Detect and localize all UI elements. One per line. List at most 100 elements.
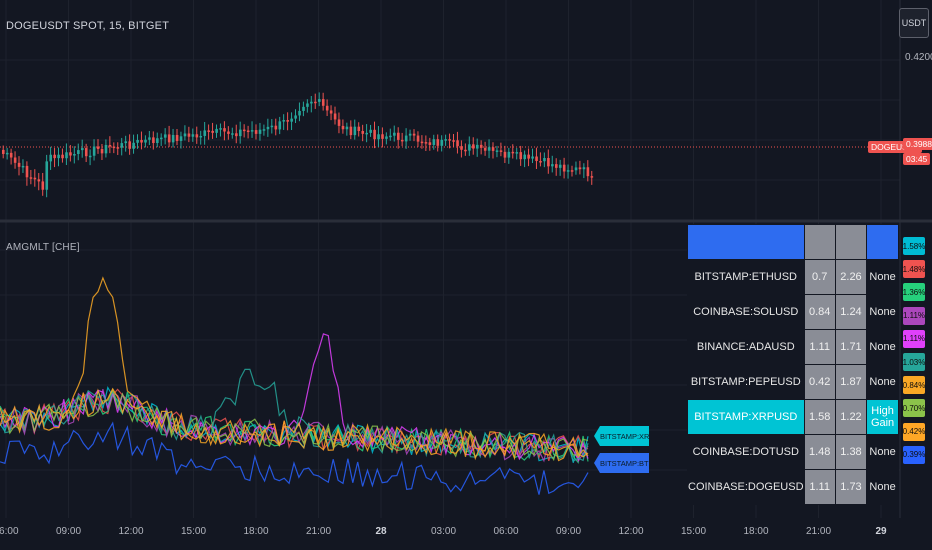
candle-body — [223, 128, 226, 132]
screener-table: BITSTAMP:ETHUSD 0.7 2.26 None COINBASE:S… — [687, 224, 899, 505]
candle-body — [349, 126, 353, 136]
candle-body — [112, 146, 116, 149]
candle-body — [444, 139, 447, 141]
candle-body — [219, 128, 222, 130]
value2-cell: 2.26 — [834, 259, 868, 295]
currency-unit-button[interactable]: USDT — [899, 8, 929, 38]
indicator-series-line — [0, 387, 589, 462]
candle-body — [562, 164, 566, 172]
candle-body — [341, 125, 345, 130]
table-row: BITSTAMP:PEPEUSD 0.42 1.87 None — [687, 364, 899, 400]
candle-body — [539, 161, 542, 163]
candle-body — [175, 134, 179, 141]
value1-cell: 0.42 — [803, 364, 836, 400]
candle-body — [318, 99, 321, 102]
chart-symbol-header: DOGEUSDT SPOT, 15, BITGET — [6, 20, 170, 32]
candle-body — [274, 125, 278, 130]
candle-body — [132, 142, 135, 149]
candle-body — [242, 129, 246, 132]
percent-label: 1.03% — [903, 353, 925, 371]
candle-body — [314, 101, 317, 104]
candle-body — [424, 142, 428, 144]
value1-cell: 0.84 — [803, 294, 836, 330]
candle-body — [428, 142, 432, 145]
time-axis-label: 09:00 — [555, 526, 582, 537]
symbol-cell: COINBASE:DOGEUSD — [687, 469, 805, 505]
candle-body — [298, 110, 301, 116]
percent-label: 0.70% — [903, 399, 925, 418]
candle-body — [479, 144, 483, 148]
candle-body — [77, 150, 80, 154]
last-price-value-tag: 0.39888 — [903, 138, 932, 150]
candle-body — [53, 154, 56, 159]
candle-body — [385, 136, 388, 139]
candle-body — [412, 133, 416, 136]
candle-body — [432, 139, 436, 145]
candle-body — [586, 167, 590, 177]
candle-body — [25, 165, 29, 178]
candle-body — [416, 135, 420, 142]
indicator-series-line — [0, 368, 589, 462]
status-cell: None — [866, 259, 899, 295]
candle-body — [179, 136, 183, 141]
candle-body — [420, 141, 424, 144]
time-axis-label: 15:00 — [680, 526, 707, 537]
candle-body — [203, 130, 207, 136]
candle-body — [578, 167, 582, 170]
header-cell — [687, 224, 805, 260]
candle-body — [337, 119, 341, 126]
candle-body — [452, 140, 455, 142]
candle-body — [558, 164, 562, 168]
candle-body — [373, 129, 376, 140]
candle-body — [345, 126, 349, 130]
indicator-title[interactable]: AMGMLT [CHE] — [6, 242, 80, 253]
indicator-series-line — [0, 391, 589, 464]
candle-body — [543, 158, 546, 162]
candle-body — [519, 152, 523, 160]
time-axis-label: 18:00 — [243, 526, 269, 537]
candle-body — [361, 130, 365, 134]
candle-body — [408, 133, 412, 136]
symbol-cell: COINBASE:SOLUSD — [687, 294, 805, 330]
indicator-series-line — [0, 421, 589, 495]
time-axis-label: 15:00 — [180, 526, 207, 537]
time-axis-label: 28 — [375, 526, 387, 537]
candle-body — [88, 155, 92, 158]
candle-body — [353, 126, 357, 136]
candle-body — [37, 179, 41, 182]
value2-cell: 1.87 — [834, 364, 868, 400]
candle-body — [17, 162, 21, 167]
candle-body — [116, 147, 120, 149]
status-cell: None — [866, 329, 899, 365]
bar-countdown-tag: 03:45 — [903, 153, 931, 165]
candle-body — [590, 176, 594, 178]
candle-body — [100, 148, 104, 154]
status-cell: None — [866, 434, 899, 470]
candle-body — [65, 152, 68, 159]
time-axis-label: 06:00 — [493, 526, 519, 537]
value1-cell: 1.11 — [803, 329, 836, 365]
series-flag-btc: BITSTAMP:BTCUSD — [594, 453, 649, 473]
candle-body — [13, 157, 17, 163]
header-cell — [866, 224, 899, 260]
candle-body — [294, 115, 297, 119]
candle-body — [183, 133, 187, 137]
candle-body — [191, 134, 195, 137]
percent-label: 0.39% — [903, 445, 925, 464]
candle-body — [227, 131, 230, 134]
candle-body — [136, 140, 139, 143]
candle-body — [369, 129, 372, 133]
candle-body — [381, 134, 384, 139]
candle-body — [262, 129, 266, 131]
candle-body — [456, 140, 459, 147]
value2-cell: 1.24 — [834, 294, 868, 330]
candle-body — [140, 140, 143, 143]
candle-body — [491, 147, 495, 151]
candle-body — [5, 152, 9, 155]
value1-cell: 1.11 — [803, 469, 836, 505]
candle-body — [503, 151, 507, 158]
candle-body — [57, 154, 60, 159]
candle-body — [160, 137, 163, 140]
candle-body — [21, 165, 25, 168]
percent-label: 0.42% — [903, 422, 925, 441]
